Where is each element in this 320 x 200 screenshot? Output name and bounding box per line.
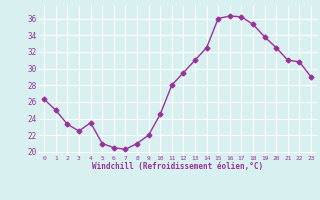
X-axis label: Windchill (Refroidissement éolien,°C): Windchill (Refroidissement éolien,°C) bbox=[92, 162, 263, 171]
